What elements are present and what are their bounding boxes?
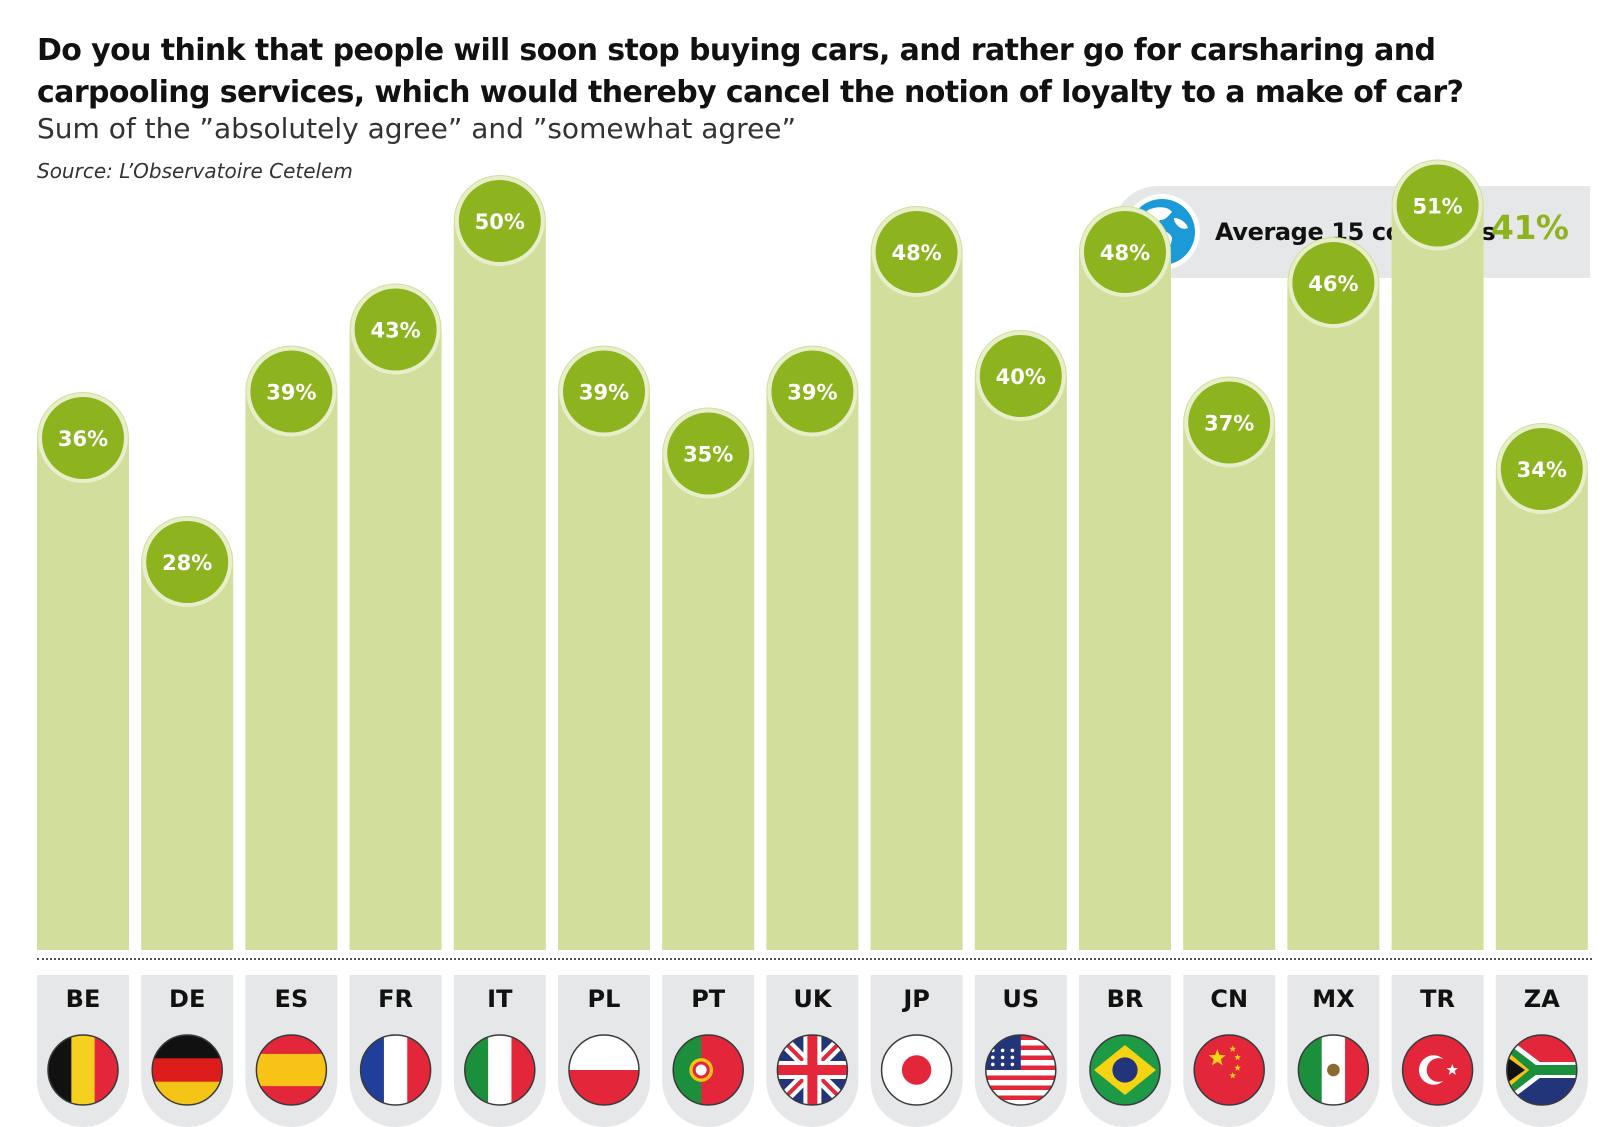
portugal-flag-icon <box>672 1034 744 1106</box>
data-label: 48% <box>891 241 941 265</box>
tick-label: ES <box>275 985 309 1013</box>
bar-de <box>141 516 234 950</box>
china-flag-icon <box>1193 1034 1265 1106</box>
bar-pl <box>558 345 650 951</box>
data-label: 50% <box>475 210 525 234</box>
data-label: 36% <box>58 427 108 451</box>
tick-label: PL <box>588 985 621 1013</box>
mexico-flag-icon <box>1297 1034 1370 1106</box>
usa-flag-icon <box>985 1034 1057 1106</box>
bar-us <box>974 329 1067 950</box>
spain-flag-icon <box>255 1034 328 1106</box>
data-label: 37% <box>1204 412 1254 436</box>
italy-flag-icon <box>464 1034 536 1106</box>
data-label: 39% <box>266 381 316 405</box>
bar-mx <box>1287 237 1380 950</box>
tick-label: CN <box>1210 985 1248 1013</box>
value-bubble <box>146 521 229 603</box>
turkey-flag-icon <box>1401 1034 1474 1106</box>
belgium-flag-icon <box>47 1034 119 1106</box>
value-bubble <box>250 350 333 433</box>
value-bubble <box>1292 242 1375 324</box>
bar-es <box>245 345 338 951</box>
data-label: 35% <box>683 443 733 467</box>
value-bubble <box>563 350 645 433</box>
japan-flag-icon <box>880 1034 953 1106</box>
bar-br <box>1079 206 1171 950</box>
tick-label: ZA <box>1524 985 1560 1013</box>
chart-title: Do you think that people will soon stop … <box>37 33 1464 110</box>
bar-za <box>1495 423 1588 950</box>
data-label: 39% <box>579 381 629 405</box>
uk-flag-icon <box>776 1034 849 1106</box>
tick-label: FR <box>378 985 413 1013</box>
bar-tr <box>1391 159 1484 951</box>
tick-label: MX <box>1312 985 1355 1013</box>
tick-label: US <box>1002 985 1039 1013</box>
tick-label: DE <box>169 985 205 1013</box>
value-bubble <box>1500 428 1583 510</box>
data-label: 39% <box>787 381 837 405</box>
tick-label: TR <box>1420 985 1455 1013</box>
bar-be <box>37 392 129 950</box>
bar-pt <box>662 407 755 950</box>
data-label: 43% <box>370 319 420 343</box>
tick-label: JP <box>901 985 930 1013</box>
bar-it <box>453 175 546 950</box>
tick-label: UK <box>793 985 832 1013</box>
data-label: 40% <box>996 365 1046 389</box>
value-bubble <box>667 412 750 495</box>
chart-subtitle: Sum of the ”absolutely agree” and ”somew… <box>37 112 797 145</box>
tick-label: BE <box>66 985 101 1013</box>
tick-label: IT <box>487 985 513 1013</box>
value-bubble <box>458 180 541 262</box>
france-flag-icon <box>359 1034 432 1106</box>
south-africa-flag-icon <box>1506 1034 1578 1106</box>
average-value: 41% <box>1491 208 1569 247</box>
germany-flag-icon <box>151 1034 223 1106</box>
value-bubble <box>354 288 437 371</box>
value-bubble <box>1084 211 1166 293</box>
bar-uk <box>766 345 859 951</box>
bar-cn <box>1183 376 1276 951</box>
tick-label: PT <box>691 985 726 1013</box>
value-bubble <box>771 350 854 433</box>
bar-fr <box>349 283 442 950</box>
data-label: 34% <box>1517 458 1567 482</box>
tick-label: BR <box>1107 985 1144 1013</box>
value-bubble <box>42 397 124 479</box>
value-bubble <box>1396 164 1479 247</box>
bar-jp <box>870 206 963 950</box>
chart-source: Source: L’Observatoire Cetelem <box>37 159 353 183</box>
value-bubble <box>979 335 1062 417</box>
data-label: 51% <box>1412 195 1462 219</box>
data-label: 28% <box>162 551 212 575</box>
data-label: 46% <box>1308 272 1358 296</box>
poland-flag-icon <box>568 1034 640 1106</box>
data-label: 48% <box>1100 241 1150 265</box>
brazil-flag-icon <box>1089 1034 1161 1106</box>
chart-baseline <box>37 958 1592 960</box>
value-bubble <box>1188 381 1271 464</box>
value-bubble <box>875 211 958 293</box>
